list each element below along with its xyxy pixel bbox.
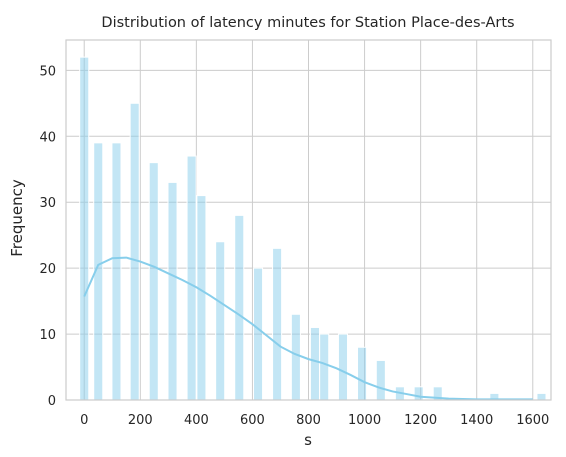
histogram-bar [357,346,368,401]
plot-frame [65,39,552,401]
x-tick-label: 200 [128,413,153,428]
x-tick-label: 1400 [460,413,493,428]
x-tick-label: 600 [240,413,265,428]
y-tick-label: 10 [39,328,56,343]
histogram-bar [309,326,320,401]
histogram-bar [413,386,424,401]
x-axis-label: s [304,431,312,449]
kde-line [83,256,533,401]
histogram-bar [536,392,547,401]
chart-title: Distribution of latency minutes for Stat… [101,15,514,31]
histogram-bar [111,142,122,401]
x-tick-label: 1000 [348,413,381,428]
histogram-bar [129,102,140,401]
x-tick-label: 1600 [516,413,549,428]
histogram-bar [148,162,159,401]
histogram-bar [375,359,386,401]
y-tick-label: 40 [39,130,56,145]
histogram-bar [319,333,330,401]
x-tick-label: 1200 [404,413,437,428]
y-axis-label: Frequency [8,179,26,257]
y-tick-label: 50 [39,64,56,79]
histogram-bar [234,214,245,401]
histogram-bar [167,181,178,401]
histogram-bar [196,195,207,401]
histogram-bar [290,313,301,401]
x-tick-label: 400 [184,413,209,428]
x-tick-label: 0 [80,413,88,428]
histogram-bar [253,267,264,401]
histogram-bar [272,247,283,401]
histogram-bar [79,56,90,401]
y-tick-label: 20 [39,262,56,277]
y-tick-label: 0 [48,394,56,409]
histogram-bar [215,241,226,401]
histogram-bar [337,333,349,401]
y-tick-label: 30 [39,196,56,211]
histogram-bar [186,155,197,401]
x-tick-label: 800 [296,413,321,428]
